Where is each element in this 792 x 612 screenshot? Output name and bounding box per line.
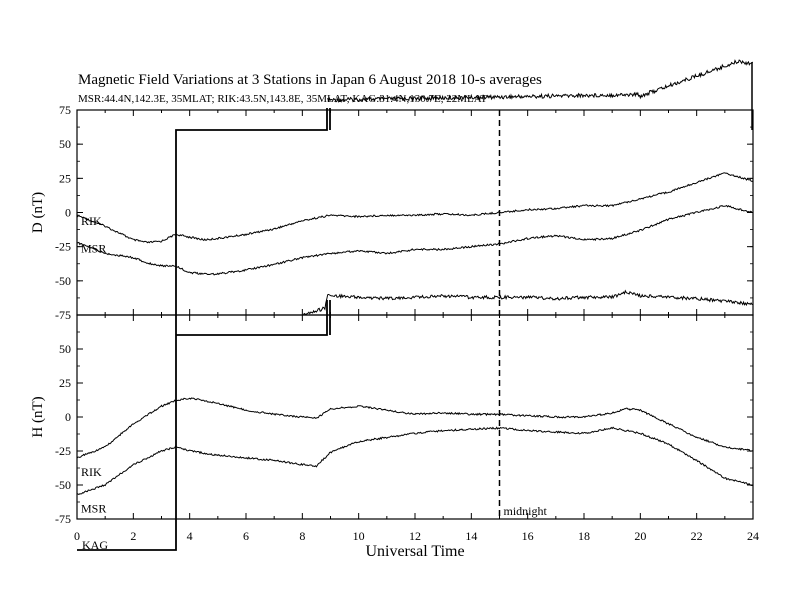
y-tick-label: -25 [55,240,71,254]
kag-upper-trace [327,59,754,103]
x-tick-label: 8 [299,529,305,543]
chart-subtitle: MSR:44.4N,142.3E, 35MLAT; RIK:43.5N,143.… [78,93,488,105]
chart-title: Magnetic Field Variations at 3 Stations … [78,72,542,88]
y-tick-label: -50 [55,274,71,288]
x-axis-label: Universal Time [365,543,464,560]
y-axis-label-D: D (nT) [30,192,46,233]
y-tick-label: 0 [65,206,71,220]
series-RIK-H [77,397,753,459]
y-tick-label: -50 [55,478,71,492]
panel-frame-H [76,314,754,520]
x-tick-label: 2 [130,529,136,543]
midnight-label: midnight [504,504,548,518]
x-tick-label: 14 [465,529,477,543]
kag-step-line [77,108,328,551]
panel-frame-D [76,109,754,316]
x-tick-label: 12 [409,529,421,543]
series-RIK-D [77,172,753,244]
x-tick-label: 0 [74,529,80,543]
kag-step-line-h [176,300,328,336]
series-label-MSR-H: MSR [81,502,106,516]
x-tick-label: 10 [353,529,365,543]
x-tick-label: 16 [522,529,534,543]
series-KAG-D [300,289,753,315]
series-MSR-D [77,204,753,276]
y-tick-label: 0 [65,410,71,424]
x-tick-label: 20 [634,529,646,543]
series-label-MSR-D: MSR [81,242,106,256]
series-MSR-H [77,426,753,495]
y-tick-label: 25 [59,171,71,185]
y-tick-label: 75 [59,103,71,117]
series-label-RIK-D: RIK [81,214,102,228]
y-tick-label: -75 [55,512,71,526]
y-tick-label: 50 [59,137,71,151]
x-tick-label: 24 [747,529,759,543]
y-tick-label: -75 [55,308,71,322]
series-label-RIK-H: RIK [81,465,102,479]
y-axis-label-H: H (nT) [30,396,46,437]
x-tick-label: 6 [243,529,249,543]
x-tick-label: 22 [691,529,703,543]
y-tick-label: -25 [55,444,71,458]
kag-label: KAG [82,538,108,552]
x-tick-label: 4 [187,529,193,543]
x-tick-label: 18 [578,529,590,543]
y-tick-label: 50 [59,342,71,356]
y-tick-label: 25 [59,376,71,390]
